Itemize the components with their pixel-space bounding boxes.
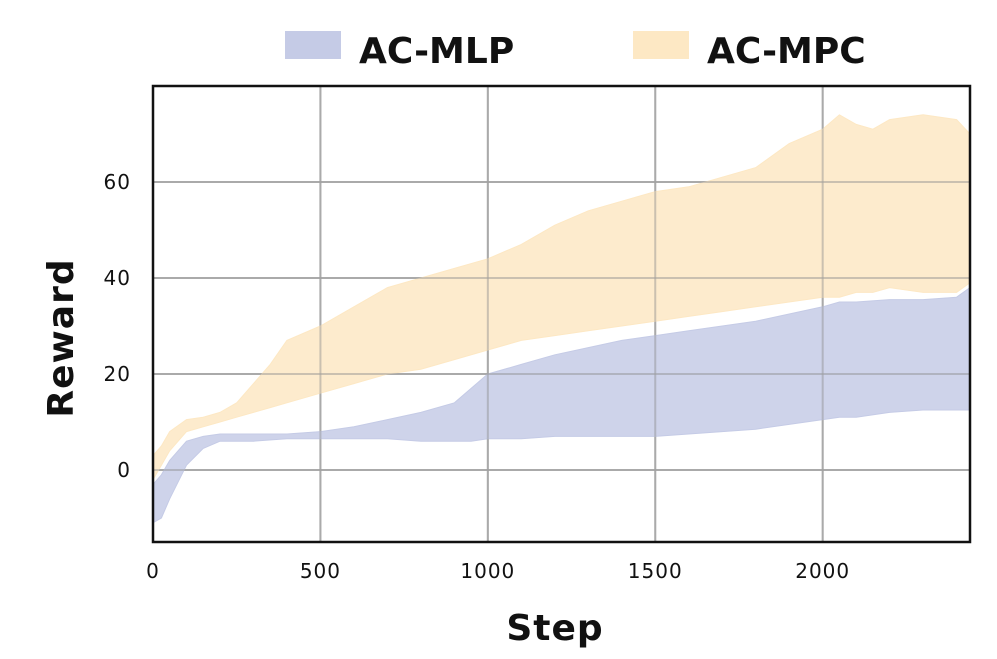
x-tick-label: 1500 [628, 559, 683, 583]
plot-frame [151, 84, 972, 544]
x-tick-label: 500 [300, 559, 341, 583]
legend-label-ac-mlp: AC-MLP [359, 31, 514, 72]
x-tick-label: 0 [146, 559, 160, 583]
y-tick-label: 20 [104, 362, 131, 386]
series-bands [152, 86, 971, 542]
x-tick-label: 1000 [460, 559, 515, 583]
x-axis-label: Step [506, 608, 603, 649]
y-tick-label: 0 [117, 458, 131, 482]
y-tick-labels: 0 20 40 60 [104, 170, 131, 482]
legend-label-ac-mpc: AC-MPC [707, 31, 866, 72]
legend-swatch-ac-mpc [633, 31, 689, 59]
y-tick-label: 40 [104, 266, 131, 290]
y-tick-label: 60 [104, 170, 131, 194]
legend-swatch-ac-mlp [285, 31, 341, 59]
legend: AC-MLP AC-MPC [285, 31, 866, 72]
x-tick-label: 2000 [795, 559, 850, 583]
y-axis-label: Reward [41, 258, 82, 417]
x-tick-labels: 0 500 1000 1500 2000 [146, 559, 850, 583]
plot-border [151, 84, 972, 544]
